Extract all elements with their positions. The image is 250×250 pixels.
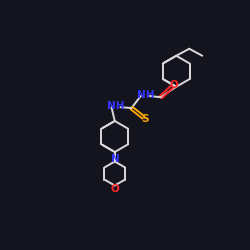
Text: S: S — [142, 114, 149, 124]
Text: O: O — [170, 80, 178, 90]
Text: NH: NH — [136, 90, 154, 100]
Text: O: O — [110, 184, 119, 194]
Text: N: N — [111, 154, 120, 164]
Text: NH: NH — [107, 101, 125, 111]
